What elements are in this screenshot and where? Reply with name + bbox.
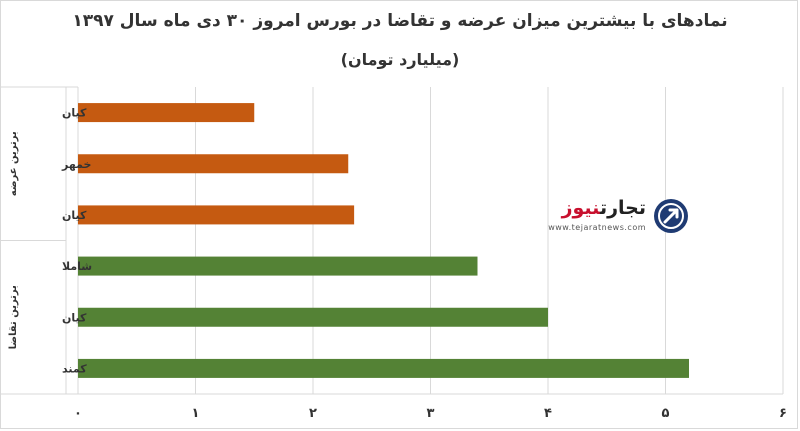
bar <box>78 358 689 378</box>
group-label: برترین تقاضا <box>8 285 19 349</box>
bar <box>78 307 548 327</box>
bar <box>78 154 349 174</box>
x-tick-label: ۶ <box>779 406 787 421</box>
tejaratnews-logo-icon <box>654 199 688 233</box>
x-tick-label: ۵ <box>662 406 670 421</box>
bar <box>78 205 355 225</box>
group-label: برترین عرضه <box>8 131 19 196</box>
watermark-brand-part2: نیوز <box>561 197 600 219</box>
chart-subtitle: (میلیارد تومان) <box>340 50 460 69</box>
x-tick-label: ۱ <box>192 406 200 421</box>
watermark-brand: تجارتنیوز <box>562 197 646 219</box>
watermark-brand-part1: تجارت <box>599 197 646 219</box>
category-label: شاملا <box>62 260 92 273</box>
x-tick-label: ۳ <box>427 406 435 421</box>
chart-title: نمادهای با بیشترین میزان عرضه و تقاضا در… <box>72 11 728 31</box>
bar <box>78 103 255 123</box>
watermark-url: www.tejaratnews.com <box>548 223 646 232</box>
tejaratnews-watermark: تجارتنیوز www.tejaratnews.com <box>540 195 690 241</box>
category-label: خمهر <box>61 158 91 171</box>
bar <box>78 256 478 276</box>
category-label: کیان <box>62 311 87 324</box>
x-tick-label: ۲ <box>309 406 317 421</box>
x-tick-label: ۴ <box>544 406 552 421</box>
x-tick-label: ۰ <box>74 406 82 421</box>
category-label: کیان <box>62 107 87 120</box>
category-label: کمند <box>62 362 87 375</box>
category-label: کیان <box>62 209 87 222</box>
